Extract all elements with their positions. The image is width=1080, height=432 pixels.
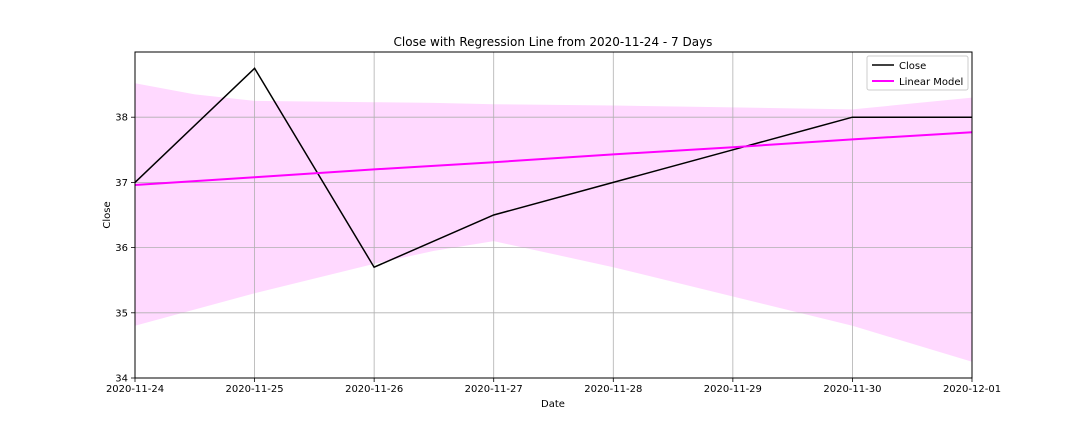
chart-title: Close with Regression Line from 2020-11-… <box>394 35 713 49</box>
x-tick-label: 2020-11-27 <box>465 384 523 395</box>
plot-frame <box>134 51 973 379</box>
y-tick-label: 34 <box>115 374 128 385</box>
x-tick-label: 2020-11-28 <box>584 384 642 395</box>
y-axis-label: Close <box>102 201 113 228</box>
x-tick-label: 2020-11-24 <box>106 384 164 395</box>
y-tick-layer: 34 35 36 37 38 <box>115 113 135 385</box>
confidence-band <box>135 83 972 362</box>
legend-label-linear-model: Linear Model <box>899 77 963 88</box>
y-tick-label: 36 <box>115 243 128 254</box>
y-tick-label: 35 <box>115 308 128 319</box>
x-tick-label: 2020-11-25 <box>226 384 284 395</box>
confidence-band-layer <box>135 83 972 362</box>
x-tick-label: 2020-11-26 <box>345 384 403 395</box>
x-tick-label: 2020-12-01 <box>943 384 1001 395</box>
x-tick-layer: 2020-11-24 2020-11-25 2020-11-26 2020-11-27… <box>106 378 1001 395</box>
series-layer <box>134 67 973 269</box>
series-line-linear-model <box>134 131 973 186</box>
y-tick-label: 38 <box>115 113 128 124</box>
y-tick-label: 37 <box>115 178 128 189</box>
x-axis-label: Date <box>541 399 565 410</box>
x-tick-label: 2020-11-29 <box>704 384 762 395</box>
x-tick-label: 2020-11-30 <box>823 384 881 395</box>
series-line-close <box>134 67 972 269</box>
legend: Close Linear Model <box>866 55 969 91</box>
legend-label-close: Close <box>899 61 926 72</box>
